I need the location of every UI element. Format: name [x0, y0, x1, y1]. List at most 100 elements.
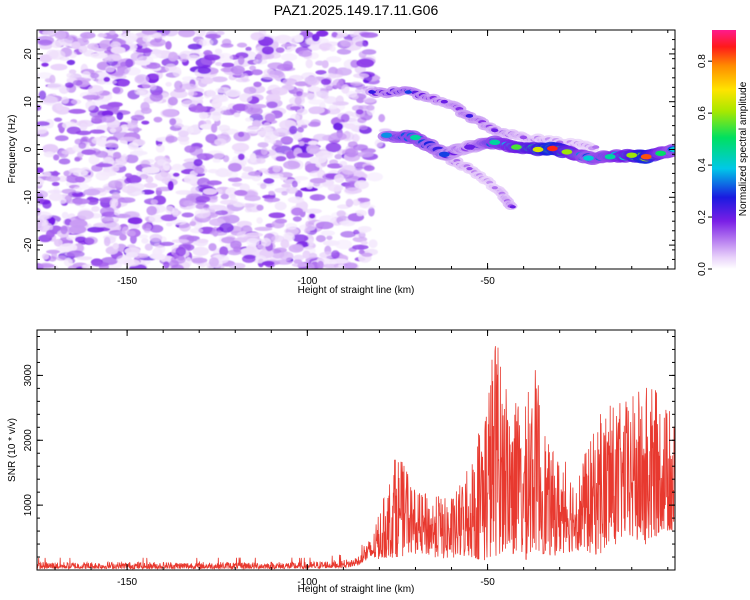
- noise-blob: [286, 46, 296, 51]
- noise-blob: [172, 207, 179, 218]
- noise-blob: [116, 67, 129, 76]
- noise-blob: [172, 66, 182, 77]
- noise-blob: [294, 96, 302, 106]
- snr-frame: [36, 329, 676, 571]
- noise-blob: [205, 33, 221, 39]
- snr-x-ticks: -150 -100 -50: [54, 330, 669, 588]
- noise-blob: [140, 101, 150, 112]
- noise-blob: [269, 173, 284, 179]
- noise-blob: [250, 32, 265, 41]
- noise-blob: [307, 121, 321, 127]
- noise-blob: [325, 142, 342, 153]
- noise-blob: [220, 193, 229, 200]
- noise-blob: [41, 62, 49, 67]
- snr-panel: -150 -100 -50 1000 2000 3000 Height of strai…: [7, 329, 676, 595]
- noise-blob: [257, 142, 269, 148]
- noise-blob: [275, 47, 285, 53]
- noise-blob: [366, 172, 383, 182]
- noise-blob: [55, 135, 69, 142]
- noise-blob: [96, 227, 111, 232]
- noise-blob: [127, 142, 139, 150]
- noise-blob: [230, 65, 245, 75]
- signal-peak: [604, 154, 616, 160]
- noise-blob: [313, 133, 329, 142]
- noise-blob: [306, 263, 315, 269]
- noise-blob: [334, 173, 345, 183]
- noise-blob: [167, 96, 178, 106]
- noise-blob: [234, 189, 248, 196]
- noise-blob: [309, 194, 326, 201]
- noise-blob: [132, 190, 145, 196]
- signal-peak: [466, 167, 473, 171]
- noise-blob: [37, 121, 50, 127]
- colorbar-tick-label: 0.0: [697, 262, 708, 276]
- noise-blob: [104, 54, 122, 62]
- colorbar-tick-label: 0.6: [697, 106, 708, 120]
- noise-blob: [149, 253, 162, 259]
- noise-blob: [72, 79, 83, 86]
- signal-peak: [410, 134, 421, 141]
- noise-blob: [322, 173, 338, 181]
- x-tick-label: -150: [117, 276, 137, 287]
- noise-blob: [141, 30, 158, 35]
- noise-blob: [292, 234, 309, 243]
- noise-blob: [141, 166, 160, 174]
- noise-blob: [175, 190, 193, 195]
- noise-blob: [37, 263, 55, 268]
- colorbar-label: Normalized spectral amplitude: [738, 81, 749, 216]
- noise-blob: [336, 210, 346, 218]
- noise-blob: [309, 213, 316, 219]
- noise-blob: [195, 30, 206, 37]
- noise-blob: [165, 81, 172, 87]
- noise-blob: [327, 184, 344, 192]
- noise-blob: [82, 71, 91, 79]
- noise-blob: [103, 76, 111, 82]
- noise-blob: [280, 136, 294, 143]
- noise-blob: [37, 211, 52, 220]
- noise-blob: [124, 173, 133, 178]
- noise-blob: [193, 167, 205, 174]
- noise-blob: [125, 251, 139, 258]
- noise-blob: [281, 183, 292, 188]
- noise-blob: [95, 163, 113, 168]
- noise-blob: [178, 30, 196, 38]
- noise-blob: [77, 210, 94, 220]
- snr-marks: [37, 346, 675, 570]
- noise-blob: [186, 54, 200, 61]
- noise-blob: [360, 240, 368, 245]
- noise-blob: [165, 135, 178, 143]
- noise-blob: [308, 106, 325, 114]
- noise-blob: [53, 238, 63, 247]
- noise-blob: [189, 105, 208, 113]
- noise-blob: [251, 69, 263, 76]
- noise-blob: [66, 250, 85, 258]
- noise-blob: [320, 230, 335, 237]
- noise-blob: [114, 209, 121, 216]
- noise-blob: [329, 45, 336, 52]
- colorbar-tick-label: 0.8: [697, 54, 708, 68]
- noise-blob: [91, 206, 100, 212]
- noise-blob: [315, 235, 326, 243]
- noise-blob: [212, 158, 221, 163]
- spectrogram-y-ticks: -20 -10 0 10 20: [23, 29, 675, 270]
- noise-blob: [317, 260, 324, 269]
- noise-blob: [269, 139, 276, 144]
- noise-blob: [223, 155, 230, 163]
- noise-blob: [257, 130, 269, 137]
- x-tick-label: -100: [297, 276, 317, 287]
- snr-y-ticks: 1000 2000 3000: [23, 335, 675, 571]
- noise-blob: [271, 144, 282, 151]
- noise-blob: [356, 58, 375, 68]
- noise-blob: [331, 31, 338, 38]
- noise-blob: [288, 244, 304, 253]
- noise-blob: [309, 177, 327, 184]
- colorbar-gradient: [712, 30, 736, 269]
- noise-blob: [256, 157, 266, 164]
- noise-blob: [354, 180, 369, 190]
- noise-blob: [90, 72, 100, 79]
- noise-blob: [179, 200, 197, 206]
- noise-blob: [111, 192, 121, 200]
- noise-blob: [228, 177, 242, 183]
- noise-blob: [253, 81, 262, 88]
